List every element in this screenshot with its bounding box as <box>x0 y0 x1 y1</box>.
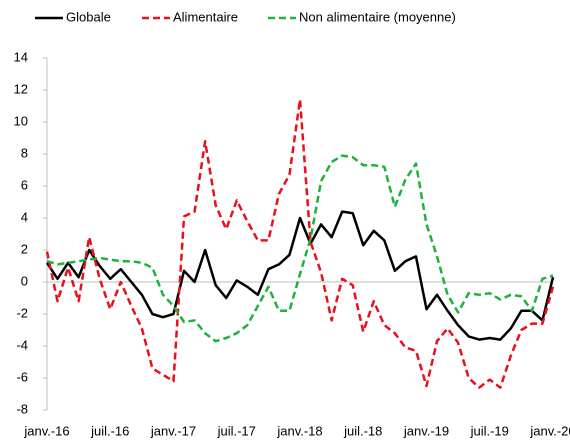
legend-label: Non alimentaire (moyenne) <box>299 9 456 24</box>
y-tick-label: 12 <box>14 81 28 96</box>
series-line <box>45 210 555 341</box>
series-line <box>45 98 555 389</box>
legend-label: Alimentaire <box>173 9 238 24</box>
y-tick-label: 8 <box>21 145 28 160</box>
x-tick-label: janv.-19 <box>403 423 449 438</box>
x-tick-label: juil.-16 <box>90 423 129 438</box>
x-tick-label: janv.-20 <box>529 423 570 438</box>
x-tick-label: juil.-17 <box>217 423 256 438</box>
y-tick-label: -6 <box>16 369 28 384</box>
x-tick-label: janv.-18 <box>276 423 322 438</box>
y-tick-label: 2 <box>21 241 28 256</box>
y-tick-label: 14 <box>14 49 28 64</box>
x-tick-label: juil.-18 <box>343 423 382 438</box>
y-tick-label: -2 <box>16 305 28 320</box>
x-tick-label: juil.-19 <box>470 423 509 438</box>
series-line <box>46 154 554 343</box>
x-tick-label: janv.-16 <box>23 423 69 438</box>
y-tick-label: 4 <box>21 209 28 224</box>
y-tick-label: 0 <box>21 273 28 288</box>
x-tick-label: janv.-17 <box>150 423 196 438</box>
legend-label: Globale <box>66 9 111 24</box>
y-tick-label: 6 <box>21 177 28 192</box>
y-tick-label: 10 <box>14 113 28 128</box>
y-tick-label: -8 <box>16 401 28 416</box>
y-tick-label: -4 <box>16 337 28 352</box>
